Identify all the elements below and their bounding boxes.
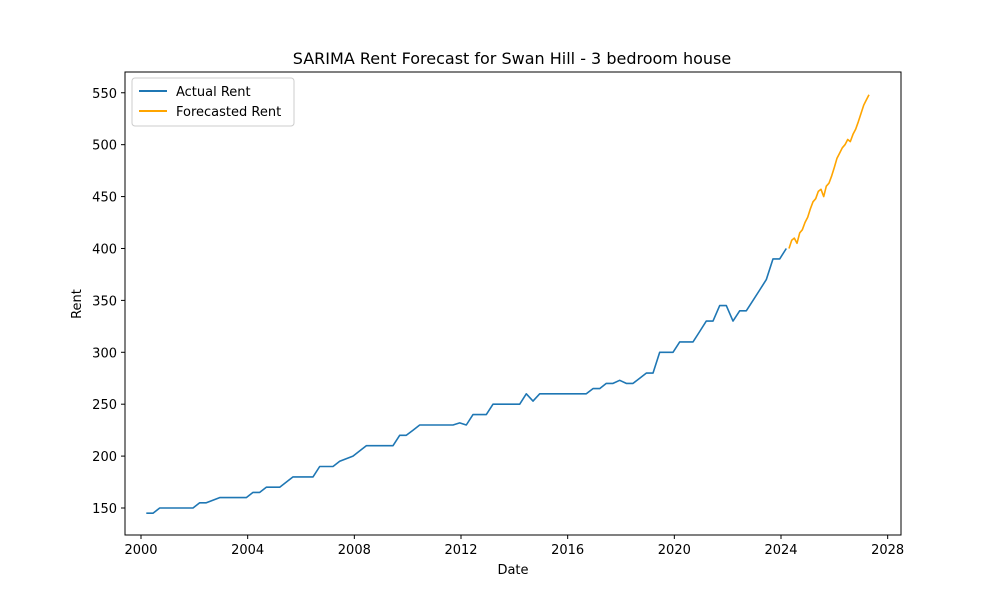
legend-box bbox=[131, 77, 295, 127]
y-tick-label: 550 bbox=[92, 87, 117, 102]
x-tick-label: 2028 bbox=[871, 543, 904, 558]
x-axis-title: Date bbox=[497, 563, 528, 578]
y-axis-title: Rent bbox=[70, 289, 85, 319]
plot-area: 2000 2004 2008 2012 2016 2020 2024 2028 150 200 2… bbox=[92, 71, 904, 558]
series-line-actual-rent bbox=[146, 248, 787, 515]
y-axis: 150 200 250 300 350 400 450 500 550 bbox=[92, 87, 125, 517]
x-tick-label: 2004 bbox=[231, 543, 264, 558]
y-tick-label: 450 bbox=[92, 191, 117, 206]
x-tick-label: 2016 bbox=[551, 543, 584, 558]
legend-label-forecasted-rent: Forecasted Rent bbox=[176, 105, 281, 120]
y-tick-label: 350 bbox=[92, 294, 117, 309]
x-tick-label: 2020 bbox=[658, 543, 691, 558]
x-tick-label: 2008 bbox=[338, 543, 371, 558]
series-layer bbox=[146, 94, 870, 515]
series-line-forecasted-rent bbox=[788, 94, 870, 249]
chart-title: SARIMA Rent Forecast for Swan Hill - 3 b… bbox=[293, 49, 731, 68]
plot-frame bbox=[124, 71, 902, 536]
x-tick-label: 2012 bbox=[444, 543, 477, 558]
legend: Actual Rent Forecasted Rent bbox=[131, 77, 295, 127]
x-tick-label: 2024 bbox=[764, 543, 797, 558]
y-tick-label: 400 bbox=[92, 242, 117, 257]
y-tick-label: 500 bbox=[92, 139, 117, 154]
legend-label-actual-rent: Actual Rent bbox=[176, 85, 251, 100]
x-axis: 2000 2004 2008 2012 2016 2020 2024 2028 bbox=[124, 535, 904, 558]
y-tick-label: 300 bbox=[92, 346, 117, 361]
y-tick-label: 200 bbox=[92, 450, 117, 465]
y-tick-label: 250 bbox=[92, 398, 117, 413]
y-tick-label: 150 bbox=[92, 502, 117, 517]
x-tick-label: 2000 bbox=[124, 543, 157, 558]
